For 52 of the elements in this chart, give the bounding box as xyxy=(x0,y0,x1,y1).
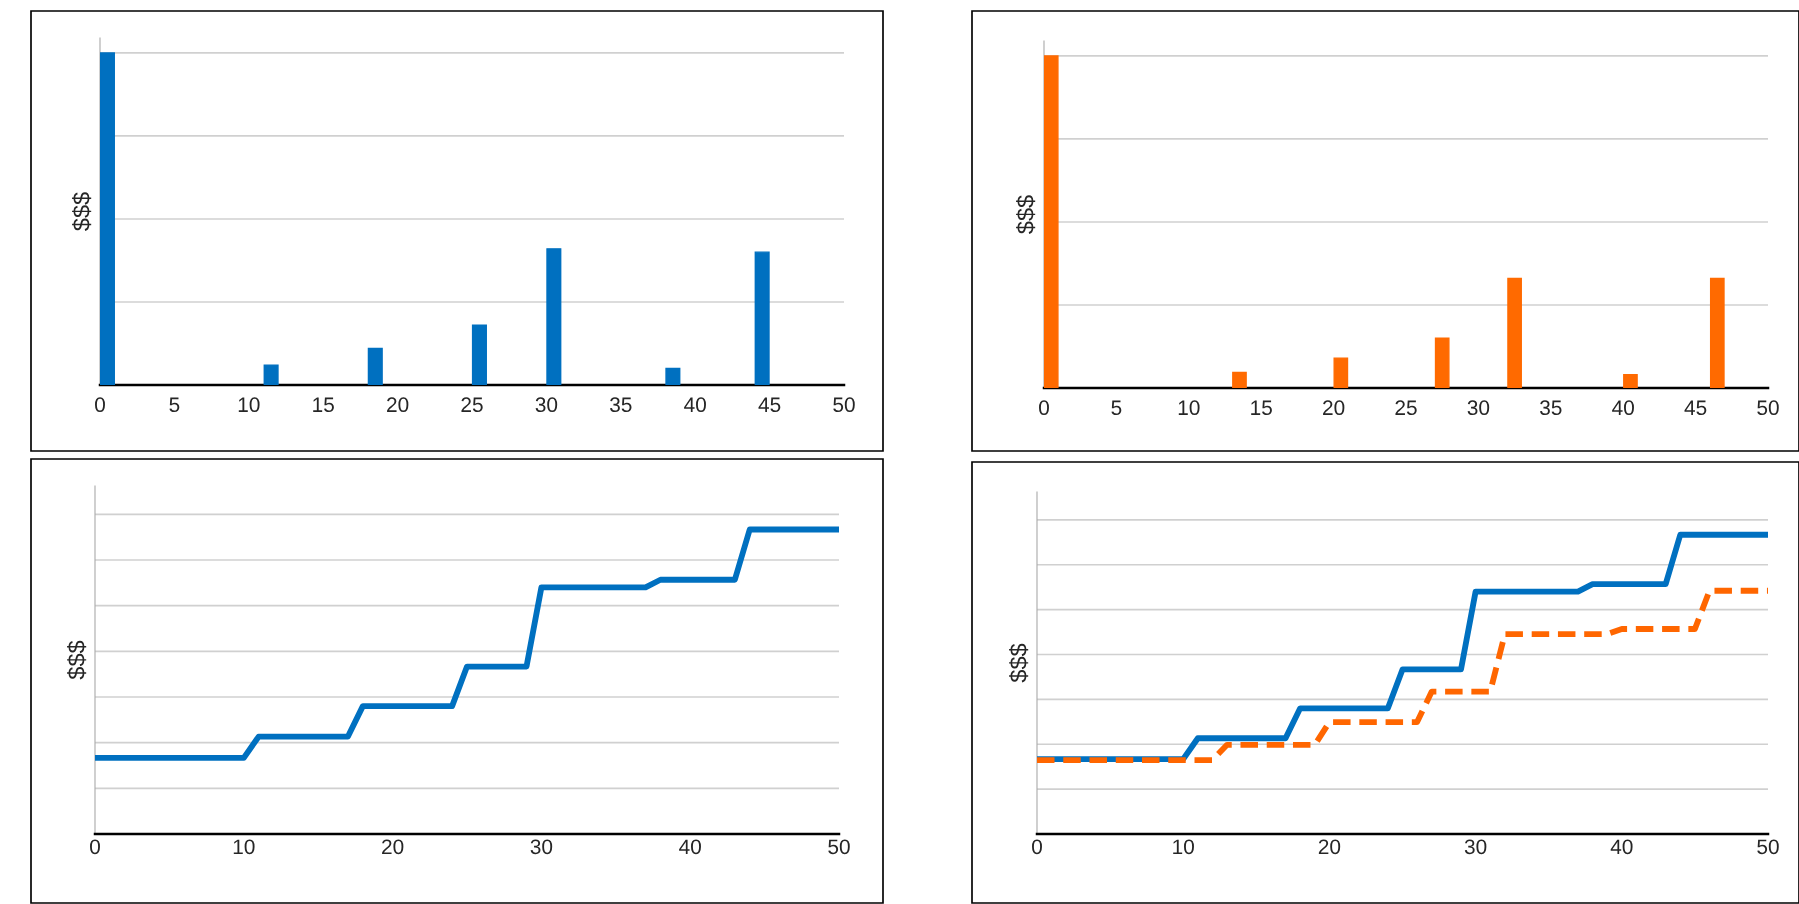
x-tick-label: 15 xyxy=(313,397,334,413)
x-tick-label: 35 xyxy=(610,397,632,413)
x-tick-label: 40 xyxy=(1610,839,1633,855)
bar xyxy=(1434,337,1450,388)
bar xyxy=(367,347,383,385)
x-tick-label: 15 xyxy=(1251,400,1272,416)
x-tick-label: 35 xyxy=(1540,400,1562,416)
x-tick-label: 20 xyxy=(1323,400,1345,416)
x-tick-label: 25 xyxy=(1395,400,1417,416)
bar xyxy=(754,251,770,385)
bar xyxy=(1709,277,1725,388)
x-tick-label: 0 xyxy=(1039,400,1049,416)
x-tick-label: 10 xyxy=(233,839,255,855)
x-tick-label: 0 xyxy=(1032,839,1042,855)
bar xyxy=(546,248,562,385)
x-tick-label: 50 xyxy=(1757,839,1779,855)
x-tick-label: 50 xyxy=(828,839,850,855)
x-tick-label: 0 xyxy=(90,839,100,855)
bar xyxy=(1507,277,1522,388)
x-tick-label: 5 xyxy=(169,397,180,413)
x-tick-label: 45 xyxy=(758,397,781,413)
x-tick-label: 10 xyxy=(238,397,260,413)
y-axis-title: $$$ xyxy=(72,192,92,231)
y-axis-title: $$$ xyxy=(67,640,87,680)
x-tick-label: 25 xyxy=(461,397,483,413)
x-tick-label: 20 xyxy=(382,839,404,855)
bar xyxy=(1044,55,1059,388)
x-tick-label: 30 xyxy=(530,839,553,855)
x-tick-label: 5 xyxy=(1111,400,1122,416)
x-tick-label: 30 xyxy=(1467,400,1490,416)
x-tick-label: 10 xyxy=(1178,400,1200,416)
x-tick-label: 45 xyxy=(1684,400,1707,416)
y-axis-title: $$$ xyxy=(1016,195,1036,234)
x-tick-label: 10 xyxy=(1173,839,1194,855)
x-tick-label: 20 xyxy=(1318,839,1341,855)
x-tick-label: 30 xyxy=(535,397,558,413)
bar xyxy=(665,367,681,385)
bar xyxy=(100,52,115,385)
y-axis-title: $$$ xyxy=(1009,643,1029,683)
bar xyxy=(263,364,279,385)
x-tick-label: 40 xyxy=(1612,400,1634,416)
x-tick-label: 40 xyxy=(679,839,701,855)
bar xyxy=(471,324,487,385)
x-tick-label: 20 xyxy=(387,397,409,413)
x-tick-label: 30 xyxy=(1464,839,1487,855)
bar xyxy=(1333,357,1349,388)
bar xyxy=(1623,374,1638,388)
x-tick-label: 40 xyxy=(684,397,706,413)
x-tick-label: 50 xyxy=(833,397,855,413)
bar xyxy=(1232,371,1247,388)
x-tick-label: 0 xyxy=(95,397,105,413)
x-tick-label: 50 xyxy=(1757,400,1779,416)
